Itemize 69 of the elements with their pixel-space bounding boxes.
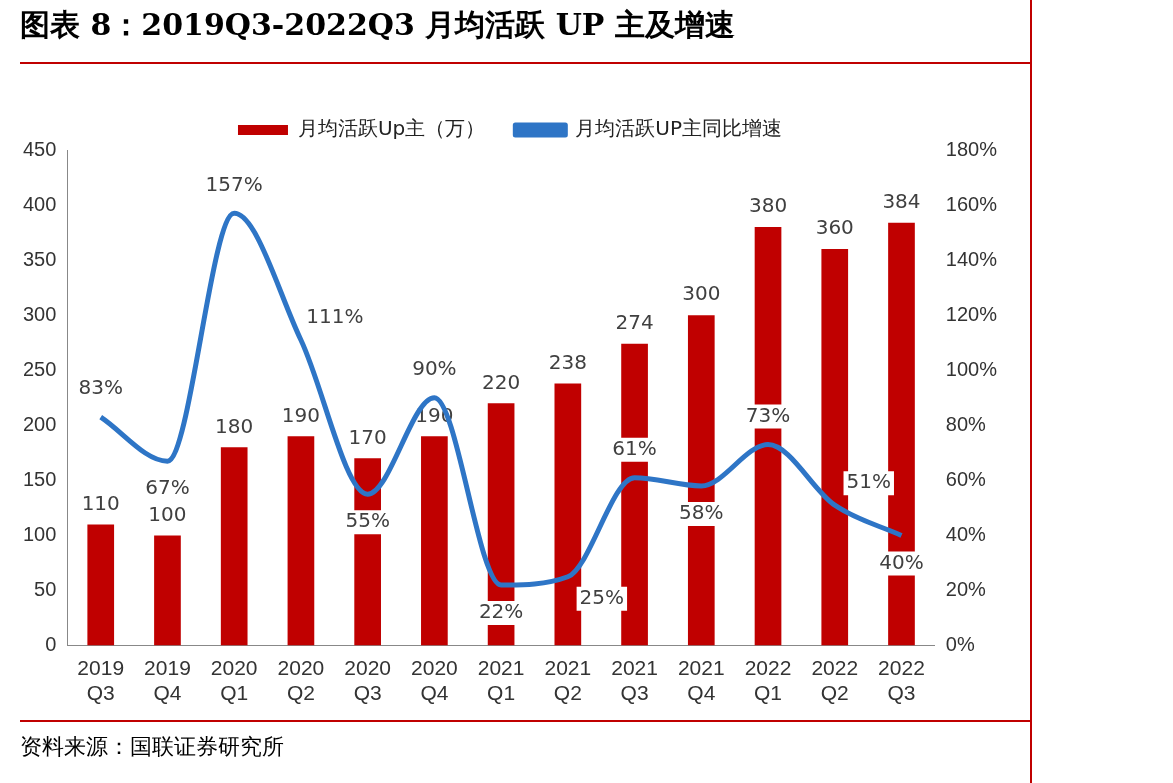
- data-label: 90%: [412, 356, 457, 380]
- y-tick-label: 150: [22, 467, 57, 490]
- y2-tick-label: 120%: [945, 302, 998, 325]
- data-label: 40%: [879, 549, 924, 574]
- bar: [821, 249, 849, 646]
- data-label: 170: [348, 424, 387, 449]
- x-tick-label: 2021 Q1: [477, 656, 525, 705]
- bar: [287, 436, 315, 646]
- bar: [554, 383, 582, 646]
- data-label: 58%: [679, 500, 724, 525]
- bar: [220, 447, 248, 646]
- x-tick-label: 2021 Q4: [677, 656, 725, 705]
- data-label: 61%: [612, 435, 657, 460]
- data-label: 51%: [846, 469, 891, 494]
- x-tick-label: 2022 Q2: [811, 656, 859, 705]
- x-tick-label: 2021 Q2: [544, 656, 592, 705]
- data-label: 384: [882, 188, 921, 213]
- y-tick-label: 0: [45, 633, 57, 656]
- y-tick-label: 350: [22, 247, 57, 270]
- legend-label: 月均活跃Up主（万）: [297, 116, 486, 141]
- data-label: 25%: [579, 584, 625, 609]
- x-tick-label: 2019 Q4: [144, 656, 191, 705]
- data-label: 190: [281, 402, 321, 427]
- x-tick-label: 2020 Q2: [277, 656, 325, 705]
- data-label: 380: [748, 193, 788, 218]
- data-label: 157%: [205, 171, 263, 196]
- y-tick-label: 250: [22, 357, 57, 380]
- text: 资料来源：国联证券研究所: [20, 720, 1030, 762]
- data-label: 300: [682, 281, 721, 306]
- y2-tick-label: 180%: [945, 137, 998, 160]
- y-tick-label: 300: [22, 302, 57, 325]
- y-tick-label: 50: [34, 578, 57, 601]
- data-label: 360: [815, 215, 854, 240]
- x-tick-label: 2020 Q1: [210, 656, 258, 705]
- x-tick-label: 2022 Q3: [878, 656, 925, 705]
- data-label: 111%: [306, 304, 364, 329]
- y-tick-label: 400: [22, 192, 57, 215]
- data-label: 22%: [478, 599, 524, 624]
- y-tick-label: 100: [22, 522, 57, 545]
- y2-tick-label: 60%: [945, 467, 987, 490]
- y2-tick-label: 100%: [945, 357, 998, 380]
- x-tick-label: 2022 Q1: [744, 656, 792, 705]
- y2-tick-label: 80%: [945, 412, 987, 435]
- bar: [154, 535, 181, 646]
- data-label: 220: [482, 369, 521, 394]
- bar: [87, 524, 115, 646]
- data-label: 180: [215, 413, 254, 438]
- data-label: 238: [548, 349, 587, 374]
- y2-tick-label: 140%: [945, 247, 998, 270]
- y2-tick-label: 40%: [945, 522, 987, 545]
- data-label: 83%: [78, 375, 123, 400]
- data-label: 67%: [145, 475, 190, 500]
- data-label: 100: [148, 501, 187, 526]
- y-tick-label: 450: [22, 137, 57, 160]
- x-tick-label: 2020 Q4: [411, 656, 458, 705]
- x-tick-label: 2021 Q3: [611, 656, 658, 705]
- data-label: 110: [81, 490, 120, 515]
- data-label: 55%: [345, 508, 390, 533]
- data-label: 73%: [745, 402, 791, 427]
- y2-tick-label: 0%: [945, 633, 975, 656]
- y2-tick-label: 20%: [945, 578, 987, 601]
- x-tick-label: 2020 Q3: [344, 656, 392, 705]
- data-label: 274: [615, 310, 654, 335]
- chart-title: 图表 8：2019Q3-2022Q3 月均活跃 UP 主及增速: [20, 0, 1030, 64]
- y-tick-label: 200: [22, 412, 57, 435]
- y2-tick-label: 160%: [945, 192, 998, 215]
- x-tick-label: 2019 Q3: [77, 656, 125, 705]
- legend-label: 月均活跃UP主同比增速: [575, 116, 783, 141]
- bar: [421, 436, 448, 646]
